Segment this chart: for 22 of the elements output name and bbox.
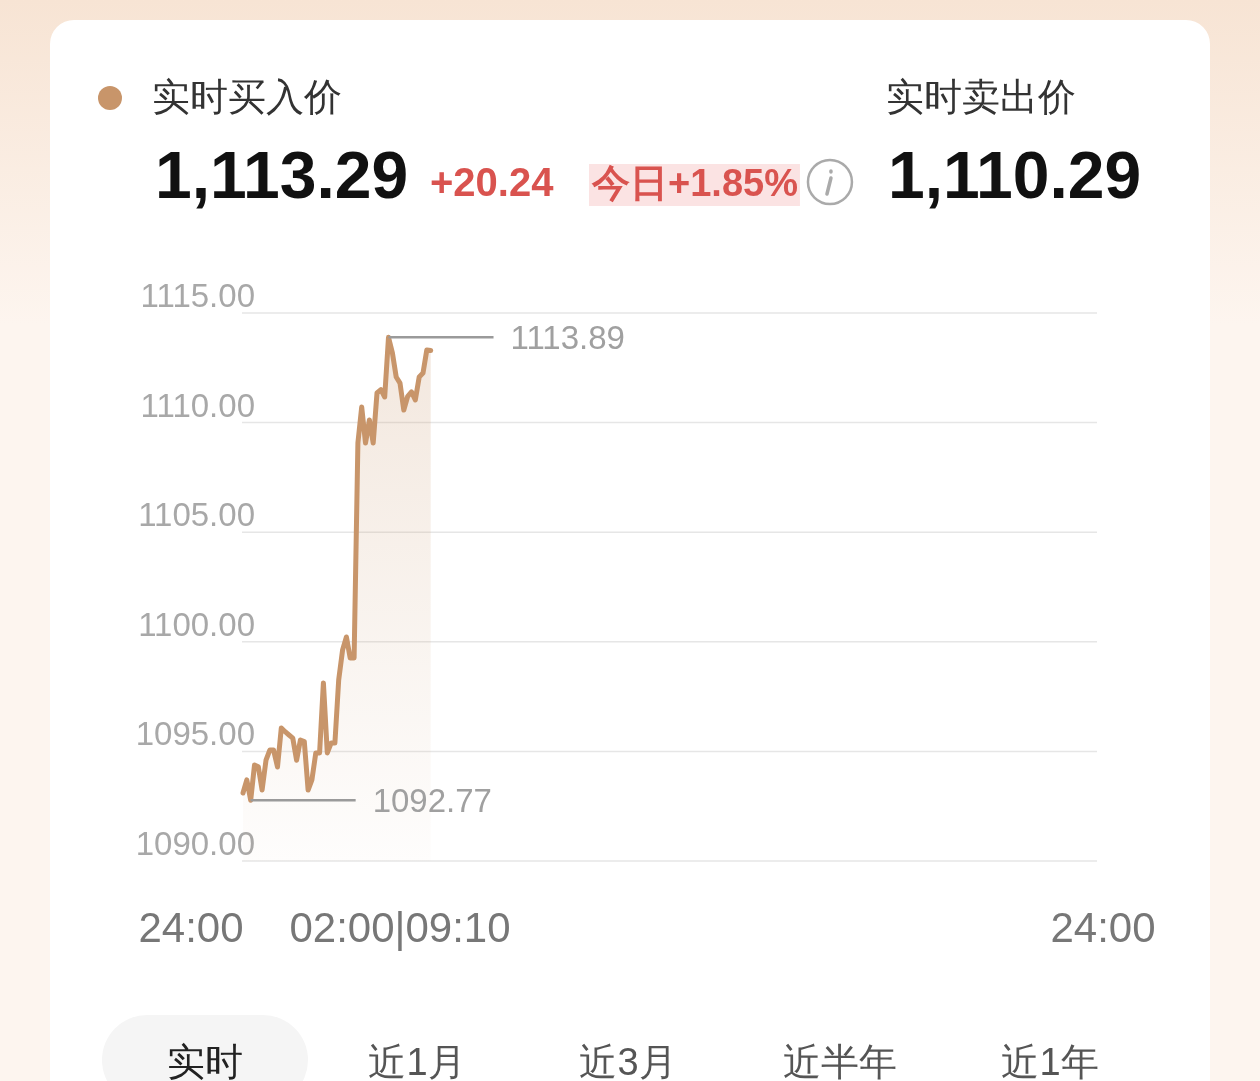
y-tick-label: 1095.00 (135, 715, 255, 753)
text: +20.24 (430, 160, 555, 204)
y-tick-label: 1115.00 (140, 277, 255, 314)
y-tick-label: 1105.00 (138, 496, 255, 534)
text: 24:00 (138, 904, 244, 951)
text: 1,110.29 (888, 138, 1142, 212)
text: 近3月 (579, 1041, 677, 1081)
text: 近半年 (783, 1041, 897, 1081)
text: 02:00|09:10 (289, 904, 511, 951)
y-tick-label: 1090.00 (135, 825, 255, 862)
y-tick-label: 1110.00 (140, 386, 255, 424)
text: 近1年 (1001, 1041, 1099, 1081)
text: 近1月 (368, 1041, 466, 1081)
legend-label: 实时买入价 (152, 76, 342, 118)
text: 实时 (167, 1041, 243, 1081)
annotation: 1113.89 (510, 319, 625, 357)
annotation: 1092.77 (372, 782, 492, 820)
text: 今日+1.85% (591, 162, 798, 204)
text: 实时卖出价 (886, 76, 1076, 118)
text: 1,113.29 (155, 138, 409, 212)
text: 24:00 (1050, 904, 1156, 951)
y-tick-label: 1100.00 (138, 605, 255, 643)
